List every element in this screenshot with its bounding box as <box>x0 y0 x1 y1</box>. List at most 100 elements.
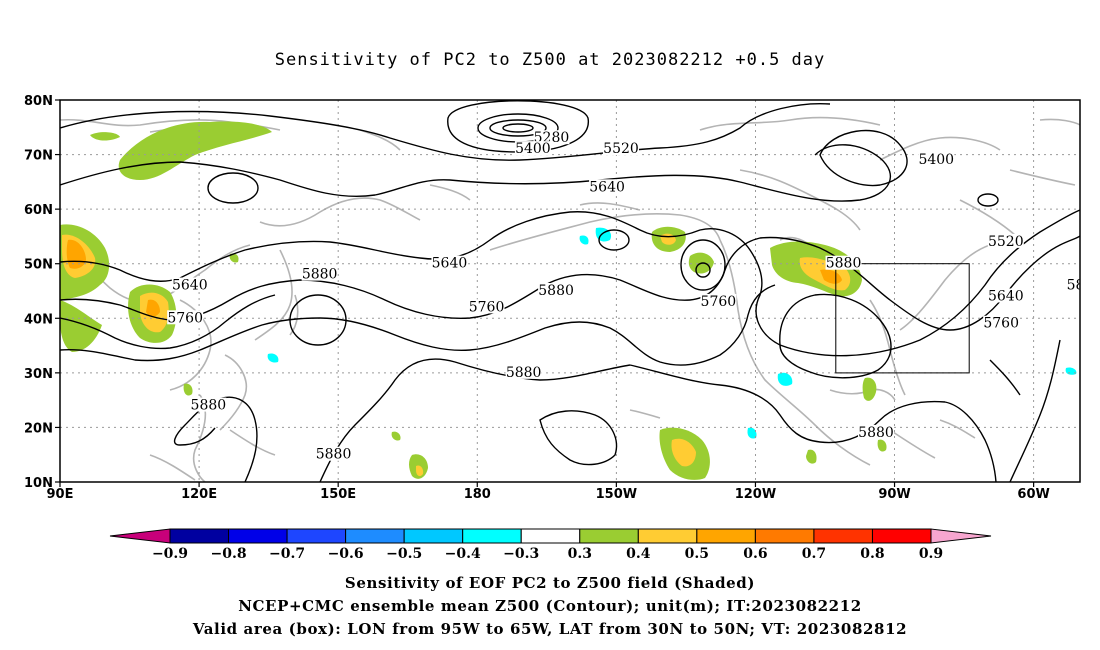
contour-label: 5520 <box>603 141 639 157</box>
contour-label-bg <box>468 299 505 314</box>
contour-label-bg <box>603 141 639 156</box>
contour-label-bg <box>505 364 542 379</box>
lon-tick-label: 180 <box>464 487 491 502</box>
map-frame <box>59 99 1081 483</box>
contour-label-bg <box>431 255 468 270</box>
colorbar-swatch <box>637 528 698 544</box>
contour-label-bg <box>190 397 227 412</box>
lon-tick-label: 120W <box>735 487 776 502</box>
lat-tick-label: 60N <box>24 203 53 218</box>
colorbar-swatch <box>169 528 230 544</box>
graticule <box>60 100 1080 482</box>
colorbar-swatch <box>696 528 756 544</box>
caption-line-1: Sensitivity of EOF PC2 to Z500 field (Sh… <box>344 574 756 592</box>
colorbar-label: −0.4 <box>445 546 481 562</box>
colorbar-label: 0.7 <box>802 546 826 562</box>
lat-tick-label: 70N <box>24 149 53 164</box>
contour-label-bg <box>315 446 352 461</box>
lon-tick-label: 60W <box>1017 487 1049 502</box>
colorbar-label: 0.5 <box>685 546 709 562</box>
contour-label-bg <box>983 315 1020 330</box>
contour-label: 5760 <box>469 299 505 315</box>
contour-label: 588 <box>1067 278 1094 294</box>
longitude-labels: 90E 120E 150E 180 150W 120W 90W 60W <box>47 482 1050 502</box>
colorbar-left-arrow <box>109 528 171 544</box>
lon-tick-label: 90W <box>878 487 910 502</box>
contour-label: 5640 <box>988 288 1024 304</box>
contour-label: 5880 <box>858 425 894 441</box>
colorbar-label: −0.8 <box>210 546 246 562</box>
valid-area-box <box>835 263 970 374</box>
colorbar-label: 0.4 <box>626 546 651 562</box>
contour-label-bg <box>700 293 737 308</box>
colorbar-label: −0.9 <box>152 546 188 562</box>
contour-label: 5880 <box>506 365 542 381</box>
contour-label-bg <box>514 141 551 156</box>
colorbar: −0.9 −0.8 −0.7 −0.6 −0.5 −0.4 −0.3 0.3 0.4 0.5 0.6… <box>109 528 992 562</box>
colorbar-label: 0.9 <box>919 546 943 562</box>
lat-tick-label: 80N <box>24 94 53 109</box>
contour-label: 5760 <box>167 310 203 326</box>
contour-label-bg <box>987 233 1024 248</box>
lon-tick-label: 120E <box>181 487 217 502</box>
contour-label-bg <box>533 130 570 145</box>
contour-label: 5640 <box>432 256 468 272</box>
contour-label: 5880 <box>538 283 574 299</box>
colorbar-label: 0.3 <box>568 546 592 562</box>
contour-label-bg <box>171 277 208 292</box>
colorbar-swatch <box>228 528 288 544</box>
colorbar-label: −0.5 <box>386 546 422 562</box>
colorbar-swatch <box>286 528 347 544</box>
lon-tick-label: 150W <box>596 487 637 502</box>
contour-label: 5880 <box>826 256 862 272</box>
contour-label: 5400 <box>515 141 551 157</box>
contour-label-bg <box>825 255 862 270</box>
lat-tick-label: 50N <box>24 258 53 273</box>
contour-label-bg <box>1066 277 1080 292</box>
coastlines <box>60 116 1080 482</box>
colorbar-swatch <box>520 528 581 544</box>
contour-label: 5520 <box>988 234 1024 250</box>
latitude-labels: 80N 70N 60N 50N 40N 30N 20N 10N <box>24 94 60 491</box>
lat-tick-label: 30N <box>24 367 53 382</box>
colorbar-label: −0.7 <box>269 546 305 562</box>
colorbar-label: −0.3 <box>503 546 539 562</box>
colorbar-label: 0.6 <box>743 546 767 562</box>
colorbar-label: 0.8 <box>860 546 884 562</box>
z500-contours <box>60 100 1080 482</box>
caption-line-2: NCEP+CMC ensemble mean Z500 (Contour); u… <box>238 597 862 615</box>
contour-label-bg <box>918 152 955 167</box>
contour-label-bg <box>167 310 204 325</box>
colorbar-swatch <box>403 528 464 544</box>
lat-tick-label: 40N <box>24 312 53 327</box>
map-title: Sensitivity of PC2 to Z500 at 2023082212… <box>274 50 826 70</box>
colorbar-swatch <box>345 528 405 544</box>
colorbar-right-arrow <box>930 528 992 544</box>
contour-label: 5640 <box>172 278 208 294</box>
colorbar-swatch <box>579 528 639 544</box>
contour-label: 5880 <box>302 267 338 283</box>
colorbar-swatch <box>754 528 815 544</box>
contour-label-bg <box>987 288 1024 303</box>
colorbar-swatch <box>462 528 522 544</box>
contour-label-bg <box>301 266 338 281</box>
contour-label-bg <box>538 283 575 297</box>
caption-line-3: Valid area (box): LON from 95W to 65W, L… <box>192 620 908 638</box>
contour-label: 5640 <box>589 179 625 195</box>
lat-tick-label: 20N <box>24 421 53 436</box>
contour-label: 5880 <box>191 398 227 414</box>
lon-tick-label: 90E <box>47 487 74 502</box>
contour-label: 5880 <box>316 447 352 463</box>
contour-label: 5760 <box>701 294 737 310</box>
contour-label: 5760 <box>983 316 1019 332</box>
contour-label-bg <box>858 424 894 439</box>
colorbar-label: −0.6 <box>328 546 364 562</box>
colorbar-swatch <box>813 528 873 544</box>
lat-tick-label: 10N <box>24 476 53 491</box>
contour-label-bg <box>589 179 626 194</box>
lon-tick-label: 150E <box>320 487 356 502</box>
contour-label: 5400 <box>918 152 954 168</box>
colorbar-swatch <box>871 528 932 544</box>
